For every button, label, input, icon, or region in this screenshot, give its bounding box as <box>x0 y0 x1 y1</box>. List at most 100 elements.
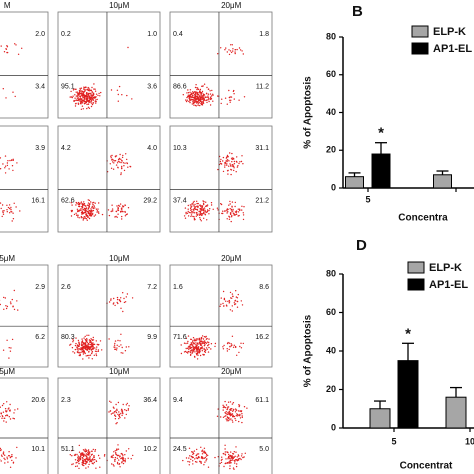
event-dot <box>118 417 120 420</box>
event-dot <box>87 458 89 460</box>
event-dot <box>204 209 206 211</box>
event-dot <box>225 458 227 460</box>
event-dot <box>77 457 79 459</box>
event-dot <box>210 98 213 100</box>
event-dot <box>95 99 97 101</box>
event-dot <box>12 212 14 214</box>
event-dot <box>71 347 74 349</box>
event-dot <box>195 212 197 214</box>
event-dot <box>83 337 85 339</box>
event-dot <box>225 47 227 49</box>
flow-plot <box>0 11 49 119</box>
event-dot <box>199 88 202 91</box>
event-dot <box>79 87 81 90</box>
event-dot <box>196 202 198 205</box>
event-dot <box>228 89 230 92</box>
event-dot <box>237 165 239 167</box>
event-dot <box>194 461 197 463</box>
event-dot <box>91 97 94 100</box>
event-dot <box>200 336 203 339</box>
event-dot <box>11 220 13 222</box>
event-dot <box>85 339 87 342</box>
event-dot <box>86 354 89 357</box>
event-dot <box>231 164 234 166</box>
event-dot <box>7 206 10 209</box>
event-dot <box>198 210 200 213</box>
event-dot <box>205 455 208 457</box>
event-dot <box>195 208 197 211</box>
event-dot <box>190 215 192 218</box>
event-dot <box>235 446 237 448</box>
event-dot <box>187 352 189 354</box>
event-dot <box>232 157 234 159</box>
event-dot <box>118 415 121 418</box>
event-dot <box>238 99 240 101</box>
event-dot <box>79 90 81 93</box>
event-dot <box>87 103 90 105</box>
event-dot <box>84 460 87 462</box>
event-dot <box>201 342 203 344</box>
event-dot <box>80 452 83 454</box>
event-dot <box>231 305 233 307</box>
event-dot <box>71 463 73 466</box>
error-bar <box>436 170 449 175</box>
event-dot <box>108 411 110 413</box>
event-dot <box>80 87 83 89</box>
event-dot <box>92 207 95 209</box>
event-dot <box>90 102 93 104</box>
event-dot <box>95 102 97 104</box>
event-dot <box>189 207 192 210</box>
event-dot <box>196 344 198 347</box>
event-dot <box>111 210 113 212</box>
event-dot <box>117 166 119 168</box>
event-dot <box>190 96 193 98</box>
event-dot <box>231 161 233 163</box>
significance-mark: * <box>378 125 384 142</box>
event-dot <box>226 212 228 214</box>
event-dot <box>87 207 90 210</box>
event-dot <box>89 203 91 205</box>
event-dot <box>89 214 92 216</box>
plot-frame <box>0 264 49 368</box>
event-dot <box>77 102 80 104</box>
event-dot <box>123 460 125 462</box>
event-dot <box>117 339 119 342</box>
event-dot <box>204 452 207 454</box>
event-dot <box>114 456 117 459</box>
event-dot <box>91 351 93 353</box>
event-dot <box>122 162 125 164</box>
event-dot <box>231 335 234 337</box>
event-dot <box>198 349 201 351</box>
event-dot <box>123 169 126 172</box>
event-dot <box>207 351 210 353</box>
event-dot <box>203 447 206 449</box>
event-dot <box>111 463 113 465</box>
event-dot <box>98 212 100 214</box>
event-dot <box>93 215 95 217</box>
event-dot <box>91 94 94 97</box>
event-dot <box>237 211 240 213</box>
event-dot <box>198 92 200 94</box>
event-dot <box>83 98 86 100</box>
event-dot <box>199 340 202 343</box>
event-dot <box>86 215 89 217</box>
event-dot <box>204 205 207 207</box>
event-dot <box>232 467 235 469</box>
event-dot <box>85 449 88 451</box>
event-dot <box>1 415 3 417</box>
event-dot <box>76 344 79 346</box>
event-dot <box>189 89 192 91</box>
event-dot <box>2 452 4 454</box>
event-dot <box>195 347 197 350</box>
event-dot <box>8 455 10 457</box>
event-dot <box>221 456 223 458</box>
event-dot <box>201 205 204 207</box>
event-dot <box>183 351 186 353</box>
event-dot <box>206 219 208 221</box>
event-dot <box>82 455 85 457</box>
event-dot <box>85 101 88 103</box>
event-dot <box>185 99 187 101</box>
event-dot <box>122 292 124 294</box>
event-dot <box>91 86 93 89</box>
event-dot <box>222 404 224 406</box>
